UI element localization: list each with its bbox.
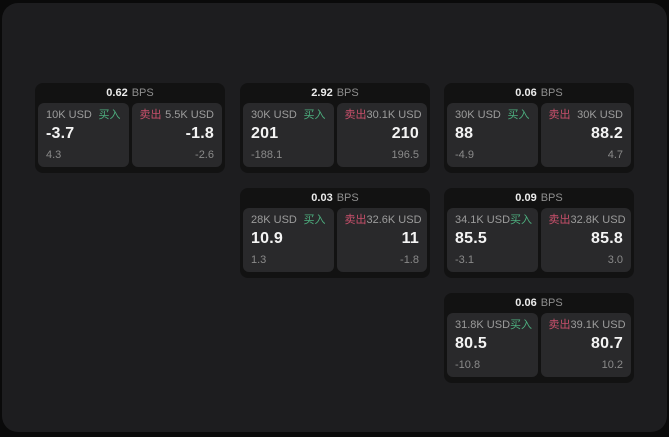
sell-panel[interactable]: 卖出 32.8K USD 85.8 3.0: [540, 208, 631, 272]
spread-unit-label: BPS: [540, 87, 563, 99]
buy-price: 80.5: [455, 335, 487, 352]
sell-panel[interactable]: 卖出 5.5K USD -1.8 -2.6: [131, 103, 222, 167]
quote-card: 2.92 BPS 30K USD 买入 201 -188.1 卖出 30.1K …: [240, 83, 430, 173]
quote-panels: 30K USD 买入 88 -4.9 卖出 30K USD 88.2 4.7: [444, 103, 634, 170]
buy-size: 34.1K USD: [455, 214, 511, 226]
quote-card: 0.09 BPS 34.1K USD 买入 85.5 -3.1 卖出 32.8K…: [444, 188, 634, 278]
sell-price: 210: [391, 125, 419, 142]
sell-side-label: 卖出: [548, 109, 571, 121]
buy-price: 85.5: [455, 230, 487, 247]
spread-value: 2.92: [311, 87, 333, 99]
sell-side-label: 卖出: [139, 109, 162, 121]
buy-price: 88: [455, 125, 474, 142]
spread-value: 0.06: [515, 297, 537, 309]
sell-size: 5.5K USD: [165, 109, 214, 121]
buy-panel[interactable]: 10K USD 买入 -3.7 4.3: [38, 103, 129, 167]
spread-unit-label: BPS: [131, 87, 154, 99]
spread-header: 0.06 BPS: [444, 293, 634, 313]
sell-secondary-value: 10.2: [601, 359, 623, 371]
buy-size: 30K USD: [251, 109, 297, 121]
sell-secondary-value: -2.6: [195, 149, 214, 161]
buy-price: 201: [251, 125, 279, 142]
buy-side-label: 买入: [510, 319, 533, 331]
spread-value: 0.09: [515, 192, 537, 204]
sell-size: 30K USD: [577, 109, 623, 121]
spread-unit-label: BPS: [336, 87, 359, 99]
buy-panel[interactable]: 34.1K USD 买入 85.5 -3.1: [447, 208, 538, 272]
buy-panel[interactable]: 28K USD 买入 10.9 1.3: [243, 208, 334, 272]
spread-header: 0.06 BPS: [444, 83, 634, 103]
buy-side-label: 买入: [510, 214, 533, 226]
spread-unit-label: BPS: [540, 192, 563, 204]
spread-header: 0.62 BPS: [35, 83, 225, 103]
quote-card: 0.03 BPS 28K USD 买入 10.9 1.3 卖出 32.6K US…: [240, 188, 430, 278]
sell-price: 11: [401, 230, 419, 247]
sell-price: -1.8: [185, 125, 214, 142]
sell-secondary-value: 4.7: [607, 149, 623, 161]
sell-panel[interactable]: 卖出 30.1K USD 210 196.5: [336, 103, 427, 167]
buy-side-label: 买入: [303, 214, 326, 226]
buy-side-label: 买入: [507, 109, 530, 121]
sell-panel[interactable]: 卖出 30K USD 88.2 4.7: [540, 103, 631, 167]
sell-size: 32.8K USD: [570, 214, 626, 226]
buy-side-label: 买入: [98, 109, 121, 121]
quote-card: 0.62 BPS 10K USD 买入 -3.7 4.3 卖出 5.5K USD…: [35, 83, 225, 173]
quote-panels: 31.8K USD 买入 80.5 -10.8 卖出 39.1K USD 80.…: [444, 313, 634, 380]
buy-panel[interactable]: 31.8K USD 买入 80.5 -10.8: [447, 313, 538, 377]
quote-panels: 28K USD 买入 10.9 1.3 卖出 32.6K USD 11 -1.8: [240, 208, 430, 275]
sell-size: 30.1K USD: [366, 109, 422, 121]
buy-panel[interactable]: 30K USD 买入 88 -4.9: [447, 103, 538, 167]
spread-value: 0.62: [106, 87, 128, 99]
spread-value: 0.06: [515, 87, 537, 99]
buy-secondary-value: -3.1: [455, 254, 474, 266]
sell-side-label: 卖出: [548, 214, 571, 226]
spread-unit-label: BPS: [336, 192, 359, 204]
spread-header: 0.09 BPS: [444, 188, 634, 208]
sell-secondary-value: 3.0: [607, 254, 623, 266]
sell-panel[interactable]: 卖出 39.1K USD 80.7 10.2: [540, 313, 631, 377]
buy-secondary-value: 4.3: [46, 149, 62, 161]
buy-secondary-value: -188.1: [251, 149, 283, 161]
buy-secondary-value: -4.9: [455, 149, 474, 161]
quote-card: 0.06 BPS 31.8K USD 买入 80.5 -10.8 卖出 39.1…: [444, 293, 634, 383]
sell-side-label: 卖出: [344, 214, 367, 226]
buy-side-label: 买入: [303, 109, 326, 121]
buy-size: 28K USD: [251, 214, 297, 226]
sell-price: 80.7: [591, 335, 623, 352]
buy-secondary-value: -10.8: [455, 359, 481, 371]
sell-size: 32.6K USD: [366, 214, 422, 226]
sell-price: 88.2: [591, 125, 623, 142]
spread-value: 0.03: [311, 192, 333, 204]
buy-panel[interactable]: 30K USD 买入 201 -188.1: [243, 103, 334, 167]
sell-size: 39.1K USD: [570, 319, 626, 331]
sell-price: 85.8: [591, 230, 623, 247]
buy-size: 30K USD: [455, 109, 501, 121]
spread-header: 2.92 BPS: [240, 83, 430, 103]
app-window: 0.62 BPS 10K USD 买入 -3.7 4.3 卖出 5.5K USD…: [2, 3, 667, 432]
sell-side-label: 卖出: [344, 109, 367, 121]
sell-side-label: 卖出: [548, 319, 571, 331]
sell-secondary-value: 196.5: [391, 149, 419, 161]
buy-price: 10.9: [251, 230, 283, 247]
sell-panel[interactable]: 卖出 32.6K USD 11 -1.8: [336, 208, 427, 272]
buy-secondary-value: 1.3: [251, 254, 267, 266]
quote-card: 0.06 BPS 30K USD 买入 88 -4.9 卖出 30K USD 8…: [444, 83, 634, 173]
buy-price: -3.7: [46, 125, 75, 142]
spread-unit-label: BPS: [540, 297, 563, 309]
sell-secondary-value: -1.8: [400, 254, 419, 266]
buy-size: 10K USD: [46, 109, 92, 121]
spread-header: 0.03 BPS: [240, 188, 430, 208]
quote-panels: 10K USD 买入 -3.7 4.3 卖出 5.5K USD -1.8 -2.…: [35, 103, 225, 170]
quote-panels: 34.1K USD 买入 85.5 -3.1 卖出 32.8K USD 85.8…: [444, 208, 634, 275]
buy-size: 31.8K USD: [455, 319, 511, 331]
quote-panels: 30K USD 买入 201 -188.1 卖出 30.1K USD 210 1…: [240, 103, 430, 170]
